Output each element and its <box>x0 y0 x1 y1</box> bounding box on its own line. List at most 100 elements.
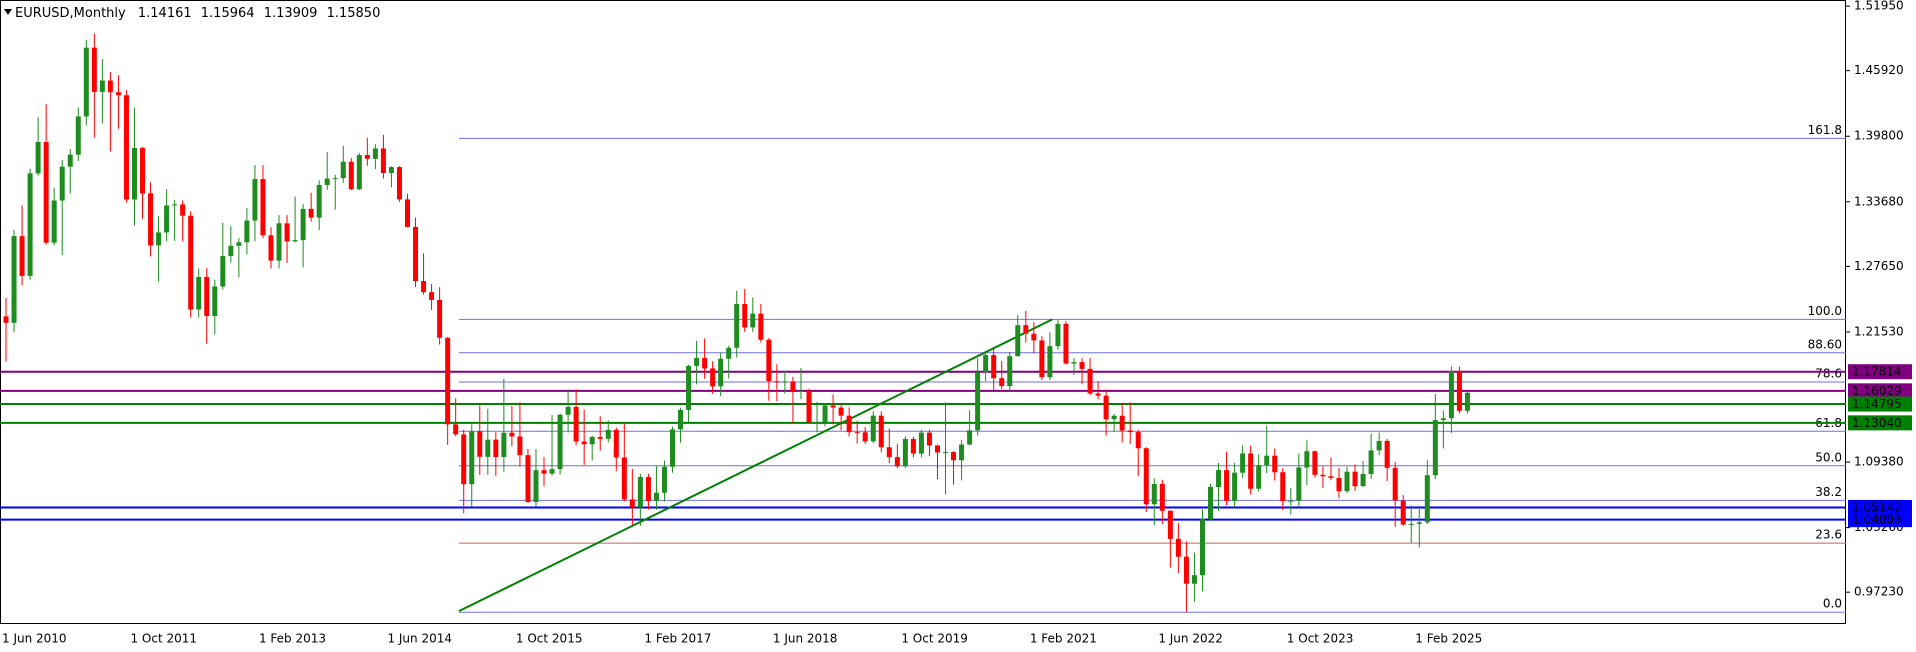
fib-level-label: 0.0 <box>1823 597 1842 611</box>
candle-body <box>918 432 924 454</box>
fib-level-label: 50.0 <box>1815 450 1842 464</box>
candle-body <box>517 436 523 456</box>
price-level-box <box>1848 499 1912 515</box>
x-tick-label: 1 Feb 2013 <box>259 632 326 646</box>
candle-body <box>1143 448 1149 505</box>
candle-body <box>1320 474 1326 477</box>
candle-body <box>43 142 49 243</box>
candle-body <box>1063 323 1069 364</box>
candle-body <box>983 355 989 373</box>
fib-level-label: 161.8 <box>1808 123 1842 137</box>
candle-body <box>1015 325 1021 357</box>
price-level-label: 1.13040 <box>1852 416 1902 430</box>
candle-body <box>1151 484 1157 505</box>
candle-body <box>854 432 860 434</box>
candle-body <box>1240 453 1246 473</box>
candle-body <box>1336 477 1342 492</box>
candle-body <box>1464 392 1470 411</box>
candle-body <box>645 477 651 501</box>
candle-body <box>453 424 459 435</box>
candle-body <box>975 372 981 431</box>
candle-body <box>115 92 121 96</box>
candle-body <box>1432 420 1438 476</box>
candle-body <box>1183 556 1189 584</box>
candle-body <box>774 381 780 383</box>
candle-body <box>268 235 274 261</box>
low-label: 1.13909 <box>264 6 318 21</box>
candle-body <box>710 368 716 387</box>
candle-body <box>1095 393 1101 396</box>
candle-body <box>107 80 113 93</box>
candle-body <box>316 184 322 218</box>
candle-body <box>541 470 547 474</box>
candle-body <box>1055 323 1061 347</box>
candle-body <box>653 492 659 501</box>
candle-body <box>894 457 900 467</box>
candle-body <box>204 276 210 316</box>
candle-body <box>123 95 129 200</box>
candle-body <box>1127 430 1133 433</box>
symbol-menu-icon[interactable] <box>4 9 12 15</box>
candle-body <box>1360 474 1366 487</box>
candle-body <box>926 432 932 446</box>
candle-body <box>131 147 137 200</box>
x-tick-label: 1 Jun 2022 <box>1158 632 1223 646</box>
candle-body <box>91 47 97 92</box>
candle-body <box>1159 484 1165 511</box>
candle-body <box>782 381 788 383</box>
candle-body <box>292 240 298 242</box>
y-tick-label: 1.33680 <box>1854 194 1904 208</box>
candle-body <box>525 455 531 503</box>
candle-body <box>951 452 957 461</box>
candle-body <box>726 347 732 359</box>
x-tick-label: 1 Oct 2019 <box>901 632 968 646</box>
candle-body <box>1312 451 1318 475</box>
candle-body <box>1328 476 1334 478</box>
candle-body <box>1304 451 1310 468</box>
candle-body <box>35 142 41 174</box>
candle-body <box>67 154 73 167</box>
candle-body <box>1280 472 1286 502</box>
price-level-box <box>1848 383 1912 399</box>
x-tick-label: 1 Oct 2011 <box>130 632 197 646</box>
candle-body <box>1288 500 1294 502</box>
candle-body <box>156 232 162 246</box>
y-tick-label: 1.21530 <box>1854 324 1904 338</box>
x-tick-label: 1 Jun 2010 <box>2 632 67 646</box>
candle-body <box>172 204 178 206</box>
fib-level-label: 88.60 <box>1808 337 1842 351</box>
candle-body <box>1440 418 1446 421</box>
candle-body <box>718 358 724 387</box>
fib-level-label: 23.6 <box>1815 528 1842 542</box>
price-level-box <box>1848 415 1912 431</box>
candle-body <box>252 179 258 221</box>
candle-body <box>83 47 89 117</box>
candle-body <box>686 365 692 410</box>
candle-body <box>388 167 394 173</box>
y-tick-label: 1.09380 <box>1854 455 1904 469</box>
candle-body <box>1400 500 1406 525</box>
candle-body <box>1232 472 1238 501</box>
candle-body <box>533 470 539 503</box>
candle-body <box>1087 368 1093 394</box>
candle-body <box>1175 538 1181 557</box>
candle-body <box>477 431 483 457</box>
candle-body <box>678 409 684 430</box>
candle-body <box>164 205 170 233</box>
candle-body <box>1023 325 1029 334</box>
candle-body <box>437 299 443 338</box>
x-tick-label: 1 Feb 2025 <box>1415 632 1482 646</box>
candle-body <box>1216 470 1222 488</box>
candle-body <box>790 381 796 392</box>
candle-body <box>501 432 507 458</box>
candle-body <box>11 236 17 323</box>
candle-body <box>637 477 643 508</box>
fib-level-label: 78.6 <box>1815 367 1842 381</box>
candle-body <box>565 406 571 415</box>
candle-body <box>324 178 330 185</box>
candle-body <box>493 439 499 458</box>
candle-body <box>613 429 619 458</box>
candle-body <box>188 215 194 310</box>
candle-body <box>485 439 491 457</box>
candle-body <box>694 358 700 366</box>
